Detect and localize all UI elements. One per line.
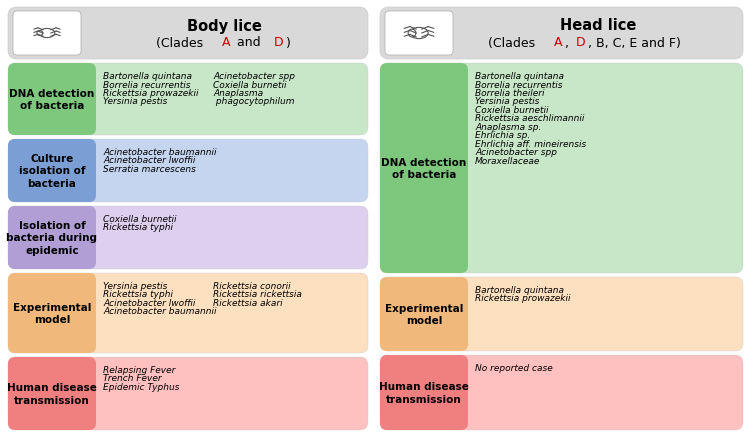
Text: D: D — [274, 36, 284, 49]
Text: No reported case: No reported case — [475, 363, 553, 372]
Text: DNA detection
of bacteria: DNA detection of bacteria — [9, 88, 95, 111]
Text: Human disease
transmission: Human disease transmission — [7, 382, 97, 405]
Text: Rickettsia akari: Rickettsia akari — [213, 298, 282, 307]
FancyBboxPatch shape — [380, 277, 468, 351]
FancyBboxPatch shape — [8, 64, 368, 136]
Text: Serratia marcescens: Serratia marcescens — [103, 165, 196, 173]
Text: , B, C, E and F): , B, C, E and F) — [588, 36, 681, 49]
Ellipse shape — [37, 32, 43, 36]
Text: Borrelia recurrentis: Borrelia recurrentis — [103, 80, 191, 89]
FancyBboxPatch shape — [8, 273, 368, 353]
Text: (Clades: (Clades — [488, 36, 539, 49]
Text: ,: , — [566, 36, 573, 49]
Text: Rickettsia prowazekii: Rickettsia prowazekii — [475, 294, 571, 303]
Text: Coxiella burnetii: Coxiella burnetii — [475, 106, 548, 115]
FancyBboxPatch shape — [380, 8, 743, 60]
Text: Yersinia pestis: Yersinia pestis — [103, 97, 167, 106]
Text: Yersinia pestis: Yersinia pestis — [475, 97, 539, 106]
Text: Rickettsia aeschlimannii: Rickettsia aeschlimannii — [475, 114, 584, 123]
Text: Acinetobacter lwoffii: Acinetobacter lwoffii — [103, 156, 195, 165]
Text: Anaplasma: Anaplasma — [213, 89, 263, 98]
Text: Bartonella quintana: Bartonella quintana — [475, 72, 564, 81]
FancyBboxPatch shape — [8, 64, 96, 136]
Text: Body lice: Body lice — [187, 18, 262, 33]
Text: Experimental
model: Experimental model — [13, 302, 91, 325]
FancyBboxPatch shape — [8, 140, 96, 202]
Text: Anaplasma sp.: Anaplasma sp. — [475, 123, 541, 132]
Text: Relapsing Fever: Relapsing Fever — [103, 365, 176, 374]
Text: Rickettsia conorii: Rickettsia conorii — [213, 281, 291, 290]
Text: (Clades: (Clades — [156, 36, 207, 49]
Text: A: A — [554, 36, 562, 49]
Text: Acinetobacter spp: Acinetobacter spp — [475, 148, 557, 157]
FancyBboxPatch shape — [380, 355, 743, 430]
Text: A: A — [222, 36, 231, 49]
Ellipse shape — [410, 28, 428, 39]
Text: Human disease
transmission: Human disease transmission — [379, 381, 469, 404]
Text: Yersinia pestis: Yersinia pestis — [103, 281, 167, 290]
Text: Borrelia recurrentis: Borrelia recurrentis — [475, 80, 562, 89]
Text: D: D — [575, 36, 585, 49]
Text: Head lice: Head lice — [559, 18, 636, 33]
Text: Bartonella quintana: Bartonella quintana — [103, 72, 192, 81]
Text: Borrelia theileri: Borrelia theileri — [475, 89, 544, 98]
Text: Rickettsia prowazekii: Rickettsia prowazekii — [103, 89, 198, 98]
FancyBboxPatch shape — [13, 12, 81, 56]
FancyBboxPatch shape — [8, 140, 368, 202]
Text: Ehrlichia aff. mineirensis: Ehrlichia aff. mineirensis — [475, 140, 587, 148]
Text: Coxiella burnetii: Coxiella burnetii — [103, 215, 176, 223]
Text: Rickettsia typhi: Rickettsia typhi — [103, 223, 173, 232]
FancyBboxPatch shape — [8, 357, 368, 430]
Text: Rickettsia typhi: Rickettsia typhi — [103, 290, 173, 299]
FancyBboxPatch shape — [8, 273, 96, 353]
Text: and: and — [234, 36, 265, 49]
Text: Bartonella quintana: Bartonella quintana — [475, 285, 564, 294]
Text: Coxiella burnetii: Coxiella burnetii — [213, 80, 286, 89]
Text: DNA detection
of bacteria: DNA detection of bacteria — [382, 157, 466, 180]
Text: Acinetobacter baumannii: Acinetobacter baumannii — [103, 307, 216, 316]
FancyBboxPatch shape — [385, 12, 453, 56]
FancyBboxPatch shape — [380, 64, 468, 273]
FancyBboxPatch shape — [380, 64, 743, 273]
Text: Acinetobacter spp: Acinetobacter spp — [213, 72, 295, 81]
Text: phagocytophilum: phagocytophilum — [213, 97, 294, 106]
FancyBboxPatch shape — [8, 207, 96, 269]
Text: Trench Fever: Trench Fever — [103, 374, 161, 383]
Text: Isolation of
bacteria during
epidemic: Isolation of bacteria during epidemic — [7, 221, 98, 255]
Text: Culture
isolation of
bacteria: Culture isolation of bacteria — [19, 154, 86, 188]
Text: Epidemic Typhus: Epidemic Typhus — [103, 382, 179, 391]
Text: Acinetobacter baumannii: Acinetobacter baumannii — [103, 148, 216, 157]
FancyBboxPatch shape — [8, 207, 368, 269]
Text: Rickettsia rickettsia: Rickettsia rickettsia — [213, 290, 302, 299]
FancyBboxPatch shape — [8, 8, 368, 60]
Text: ): ) — [286, 36, 291, 49]
FancyBboxPatch shape — [380, 355, 468, 430]
Ellipse shape — [408, 30, 416, 38]
FancyBboxPatch shape — [8, 357, 96, 430]
Text: Experimental
model: Experimental model — [385, 303, 463, 325]
Ellipse shape — [39, 29, 55, 39]
FancyBboxPatch shape — [380, 277, 743, 351]
Text: Acinetobacter lwoffii: Acinetobacter lwoffii — [103, 298, 195, 307]
Text: Ehrlichia sp.: Ehrlichia sp. — [475, 131, 530, 140]
Text: Moraxellaceae: Moraxellaceae — [475, 157, 541, 166]
